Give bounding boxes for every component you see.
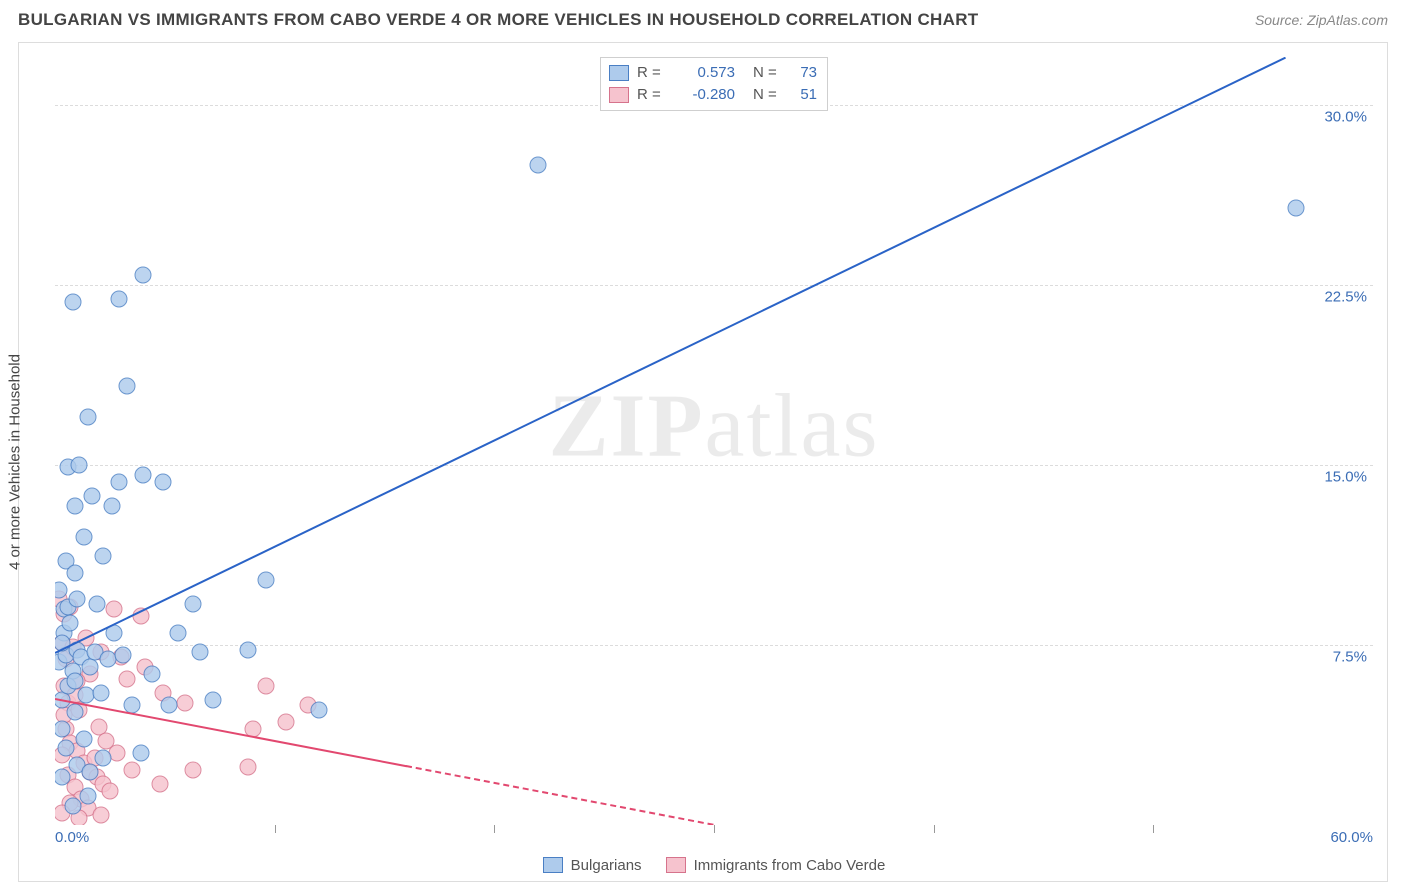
scatter-point-blue [205, 692, 222, 709]
y-tick-label: 7.5% [1333, 649, 1367, 666]
scatter-point-blue [64, 797, 81, 814]
scatter-point-blue [115, 646, 132, 663]
r-label: R = [637, 84, 665, 106]
scatter-point-blue [84, 488, 101, 505]
scatter-point-blue [143, 665, 160, 682]
series-legend-item: Bulgarians [543, 853, 642, 877]
n-label: N = [753, 84, 781, 106]
scatter-point-blue [66, 704, 83, 721]
scatter-point-blue [75, 730, 92, 747]
series-legend-item: Immigrants from Cabo Verde [666, 853, 886, 877]
n-value: 51 [789, 84, 817, 106]
series-legend-label: Bulgarians [571, 857, 642, 874]
legend-swatch [609, 87, 629, 103]
stats-legend: R = 0.573 N = 73 R = -0.280 N = 51 [600, 57, 828, 111]
scatter-point-blue [154, 473, 171, 490]
scatter-point-blue [68, 591, 85, 608]
scatter-point-pink [123, 761, 140, 778]
x-tick [1153, 825, 1154, 833]
scatter-point-pink [93, 807, 110, 824]
scatter-point-blue [77, 687, 94, 704]
legend-swatch [666, 857, 686, 873]
scatter-point-pink [106, 601, 123, 618]
r-value: 0.573 [673, 62, 735, 84]
plot-area: ZIPatlas 7.5%15.0%22.5%30.0%R =0.573N =7… [55, 57, 1373, 825]
x-tick [494, 825, 495, 833]
n-label: N = [753, 62, 781, 84]
gridline-h [55, 285, 1373, 286]
scatter-point-blue [185, 596, 202, 613]
y-tick-label: 15.0% [1324, 469, 1367, 486]
scatter-point-pink [176, 694, 193, 711]
scatter-point-pink [185, 761, 202, 778]
scatter-point-blue [82, 658, 99, 675]
x-tick [934, 825, 935, 833]
scatter-point-pink [119, 670, 136, 687]
legend-swatch [543, 857, 563, 873]
scatter-point-blue [104, 497, 121, 514]
scatter-point-blue [66, 497, 83, 514]
scatter-point-blue [170, 625, 187, 642]
scatter-point-blue [134, 267, 151, 284]
scatter-point-blue [119, 377, 136, 394]
scatter-point-blue [95, 749, 112, 766]
scatter-point-blue [110, 291, 127, 308]
source-attribution: Source: ZipAtlas.com [1255, 12, 1388, 28]
x-tick-max: 60.0% [1330, 829, 1373, 846]
scatter-point-blue [134, 466, 151, 483]
scatter-point-blue [240, 641, 257, 658]
scatter-point-blue [93, 685, 110, 702]
scatter-point-blue [82, 764, 99, 781]
chart-container: 4 or more Vehicles in Household ZIPatlas… [18, 42, 1388, 882]
regression-line-pink-extrapolated [406, 765, 714, 825]
y-tick-label: 22.5% [1324, 289, 1367, 306]
chart-title: BULGARIAN VS IMMIGRANTS FROM CABO VERDE … [18, 10, 978, 30]
scatter-point-blue [62, 615, 79, 632]
scatter-point-blue [110, 473, 127, 490]
n-value: 73 [789, 62, 817, 84]
scatter-point-blue [75, 529, 92, 546]
scatter-point-blue [310, 701, 327, 718]
scatter-point-blue [88, 596, 105, 613]
scatter-point-blue [64, 293, 81, 310]
gridline-h [55, 465, 1373, 466]
scatter-point-blue [1288, 200, 1305, 217]
scatter-point-blue [530, 157, 547, 174]
x-tick [714, 825, 715, 833]
scatter-point-blue [95, 548, 112, 565]
scatter-point-pink [101, 783, 118, 800]
scatter-point-blue [79, 409, 96, 426]
scatter-point-pink [277, 713, 294, 730]
stats-legend-row: R = -0.280 N = 51 [609, 84, 817, 106]
stats-legend-row: R = 0.573 N = 73 [609, 62, 817, 84]
scatter-point-blue [71, 457, 88, 474]
scatter-point-blue [57, 740, 74, 757]
y-tick-label: 30.0% [1324, 109, 1367, 126]
scatter-point-pink [257, 677, 274, 694]
scatter-point-pink [240, 759, 257, 776]
scatter-point-blue [79, 788, 96, 805]
scatter-point-blue [161, 697, 178, 714]
scatter-point-blue [191, 644, 208, 661]
x-tick [275, 825, 276, 833]
scatter-point-blue [66, 565, 83, 582]
series-legend-label: Immigrants from Cabo Verde [694, 857, 886, 874]
scatter-point-blue [132, 745, 149, 762]
series-legend: Bulgarians Immigrants from Cabo Verde [55, 853, 1373, 877]
r-value: -0.280 [673, 84, 735, 106]
r-label: R = [637, 62, 665, 84]
y-axis-title: 4 or more Vehicles in Household [7, 354, 24, 570]
scatter-point-blue [257, 572, 274, 589]
scatter-point-pink [152, 776, 169, 793]
legend-swatch [609, 65, 629, 81]
regression-line-blue [55, 57, 1286, 654]
x-tick-min: 0.0% [55, 829, 89, 846]
